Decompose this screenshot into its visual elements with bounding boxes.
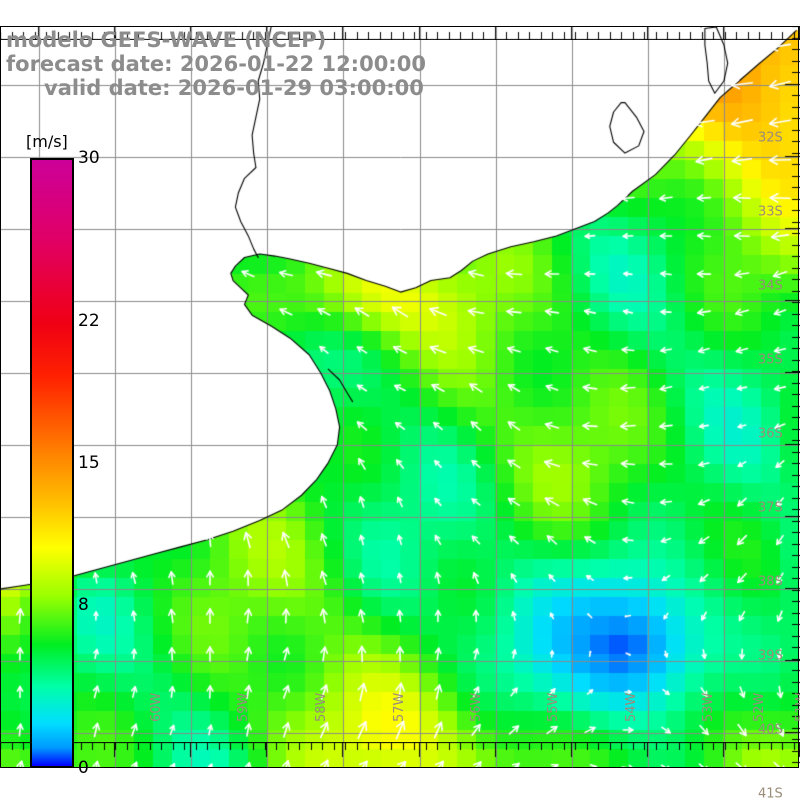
title-block: modelo GEFS-WAVE (NCEP) forecast date: 2… <box>0 28 520 100</box>
latitude-label-38S: 38S <box>758 574 783 590</box>
longitude-label-58W: 58W <box>314 692 329 722</box>
latitude-label-41S: 41S <box>758 786 783 802</box>
longitude-label-55W: 55W <box>546 692 561 722</box>
latitude-label-34S: 34S <box>758 278 783 294</box>
valid-date-label: valid date: 2026-01-29 03:00:00 <box>44 76 424 100</box>
latitude-label-36S: 36S <box>758 426 783 442</box>
longitude-label-54W: 54W <box>624 692 639 722</box>
model-title: modelo GEFS-WAVE (NCEP) <box>6 28 327 52</box>
right-axis-ticks <box>779 26 800 768</box>
longitude-label-59W: 59W <box>236 692 251 722</box>
wind-arrow-overlay <box>1 27 798 767</box>
forecast-date-label: forecast date: 2026-01-22 12:00:00 <box>6 52 426 76</box>
latitude-label-40S: 40S <box>758 722 783 738</box>
colorbar <box>30 158 74 768</box>
colorbar-tick-15: 15 <box>78 453 100 473</box>
colorbar-tick-0: 0 <box>78 758 89 778</box>
longitude-label-51W: 51W <box>794 692 800 722</box>
latitude-label-35S: 35S <box>758 352 783 368</box>
bottom-axis-ticks <box>0 742 800 770</box>
colorbar-unit-label: [m/s] <box>26 132 68 151</box>
map-plot-area[interactable] <box>0 26 799 768</box>
latitude-label-32S: 32S <box>758 130 783 146</box>
latitude-label-39S: 39S <box>758 648 783 664</box>
latitude-label-33S: 33S <box>758 204 783 220</box>
top-axis-ticks <box>0 26 800 40</box>
longitude-label-52W: 52W <box>752 692 767 722</box>
colorbar-tick-8: 8 <box>78 595 89 616</box>
colorbar-tick-30: 30 <box>78 148 100 168</box>
colorbar-tick-22: 22 <box>78 310 100 331</box>
longitude-label-56W: 56W <box>469 692 484 722</box>
longitude-label-60W: 60W <box>149 692 164 722</box>
longitude-label-57W: 57W <box>392 692 407 722</box>
longitude-label-53W: 53W <box>701 692 716 722</box>
colorbar-gradient <box>30 158 74 768</box>
latitude-label-37S: 37S <box>758 500 783 516</box>
